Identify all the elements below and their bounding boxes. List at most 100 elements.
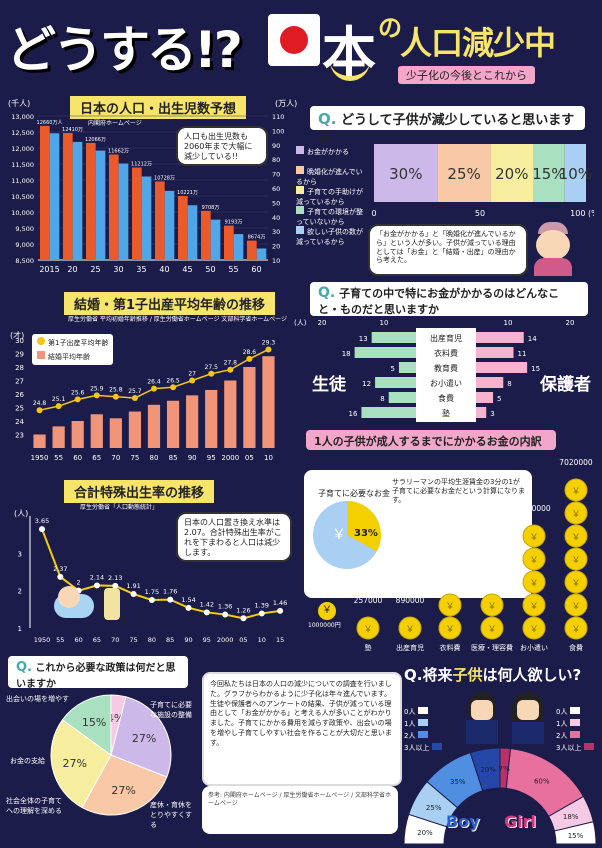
y2-tick-label: 50: [272, 199, 280, 207]
x-tick-label: 90: [188, 454, 197, 462]
policy-slice: [61, 694, 112, 756]
x-tick-label: 85: [166, 636, 174, 644]
population-bar: [201, 210, 211, 260]
first-child-age-point: [112, 393, 119, 400]
cost-value-label: 7020000: [559, 458, 593, 467]
data-label: 27: [188, 371, 196, 378]
bar-data-label: 10728万: [154, 175, 175, 181]
fertility-point: [185, 604, 192, 611]
first-child-age-point: [131, 395, 138, 402]
header: どうする!? 本 の 人口減少中 少子化の今後とこれから: [0, 0, 602, 92]
cost-coins-svg: ￥ 257000 塾 ￥ 890000 出産育児 ￥ ￥ 1590000 衣料費 ￥ ￥ 1730000…: [354, 458, 593, 652]
q2-right-tick: 20: [566, 319, 575, 327]
girl-gauge-segment-label: 60%: [534, 777, 550, 785]
bar-data-label: 12660万人: [37, 120, 63, 126]
yen-icon: ￥: [332, 527, 346, 543]
grandma-icon: [528, 222, 578, 276]
cost-value-label: 890000: [396, 596, 425, 605]
title-no: の: [378, 14, 402, 42]
future-gauge: 20% 25% 35% 20% 15% 18% 60% 7%: [403, 747, 597, 845]
fertility-point: [277, 607, 284, 614]
q1-legend-item: お金がかかる: [296, 146, 366, 166]
legend-item: 0人: [556, 706, 594, 718]
x-tick-label: 55: [228, 265, 238, 274]
yen-icon: ￥: [363, 625, 372, 635]
cost-value-label: 1590000: [433, 573, 467, 582]
cost-title: 1人の子供が成人するまでにかかるお金の内訳: [306, 430, 556, 450]
bar-data-label: 12410万: [62, 127, 83, 133]
data-label: 1.75: [145, 588, 159, 596]
y-tick-label: 11,000: [11, 177, 34, 185]
x-tick-label: 60: [251, 265, 261, 274]
girl-gauge-segment: [505, 748, 585, 817]
x-tick-label: 2000: [217, 636, 234, 644]
legend-item: 2人: [556, 730, 594, 742]
yen-icon: ￥: [445, 602, 454, 612]
policy-label: 社会全体の子育てへの理解を深める: [6, 797, 62, 815]
data-label: 2.14: [90, 573, 104, 581]
x-tick-label: 65: [93, 636, 101, 644]
chart2-source: 厚生労働省 平均初婚年齢推移 / 厚生労働省ホームページ 文部科学省ホームページ: [68, 316, 288, 323]
coin: [522, 593, 546, 617]
y2-tick-label: 110: [272, 113, 284, 121]
cost-text: サラリーマンの平均生涯賃金の3分の1が子育てに必要なお金だという計算になります。: [392, 478, 525, 505]
fertility-point: [203, 609, 210, 616]
y-tick-label: 10,000: [11, 209, 34, 217]
data-label: 2.13: [108, 574, 122, 582]
parent-value: 11: [518, 350, 527, 358]
y2-tick-label: 80: [272, 156, 280, 164]
q2-category-label: 食費: [438, 393, 454, 403]
coin: [564, 501, 588, 525]
yen-icon: ￥: [445, 625, 454, 635]
first-child-age-point: [189, 377, 196, 384]
y-tick-label: 1: [18, 625, 22, 633]
y2-tick-label: 90: [272, 142, 280, 150]
data-label: 1.36: [218, 603, 232, 611]
data-label: 27.8: [224, 360, 238, 367]
q1-legend: お金がかかる 晩婚化が進んでいるから 子育ての手助けが減っているから 子育ての環…: [296, 146, 366, 246]
marriage-age-bar: [109, 418, 122, 448]
coin: [564, 547, 588, 571]
x-tick-label: 35: [136, 265, 146, 274]
fertility-point: [39, 526, 45, 533]
births-bar: [164, 190, 175, 260]
q2-category-label: 教育費: [434, 363, 458, 373]
bar-data-label: 12066万: [85, 137, 106, 143]
y2-tick-label: 20: [272, 243, 280, 251]
y-tick-label: 27: [15, 378, 24, 386]
y2-tick-label: 30: [272, 228, 280, 236]
coin: [398, 616, 422, 640]
fertility-point: [148, 597, 155, 603]
marriage-age-bar: [166, 400, 180, 448]
data-label: 3.65: [35, 517, 49, 525]
cost-value-label: 257000: [354, 596, 383, 605]
policy-slice-label: 27%: [111, 784, 135, 797]
data-label: 1.26: [236, 606, 250, 614]
y-tick-label: 25: [15, 405, 24, 413]
q1-legend-item: 欲しい子供の数が減っているから: [296, 226, 363, 246]
x-tick-label: 05: [239, 636, 247, 644]
fertility-point: [93, 582, 100, 589]
policy-title-text: これから必要な政策は何だと思いますか: [16, 663, 176, 690]
first-child-age-point: [265, 346, 272, 353]
boy-gauge-segment-label: 35%: [450, 778, 466, 786]
data-label: 25.8: [109, 387, 123, 394]
population-bar: [247, 240, 257, 260]
girl-icon: [510, 692, 546, 744]
q1-segment-label: 10%: [559, 165, 592, 183]
fertility-point: [240, 615, 247, 622]
student-value: 13: [359, 335, 368, 343]
student-value: 18: [342, 350, 351, 358]
parent-bar: [476, 332, 524, 343]
q2-category-label: 出産育児: [430, 333, 462, 343]
student-bar: [371, 332, 416, 343]
girl-gauge-segment-label: 7%: [499, 765, 510, 773]
x-tick-label: 2000: [221, 454, 239, 462]
population-bar: [178, 196, 188, 260]
title-rest: 人口減少中: [400, 24, 556, 62]
x-tick-label: 85: [169, 454, 178, 462]
x-tick-label: 50: [205, 265, 215, 274]
y2-tick-label: 70: [272, 171, 280, 179]
girl-gauge-segment-label: 15%: [568, 832, 584, 840]
subtitle: 少子化の今後とこれから: [398, 66, 535, 84]
